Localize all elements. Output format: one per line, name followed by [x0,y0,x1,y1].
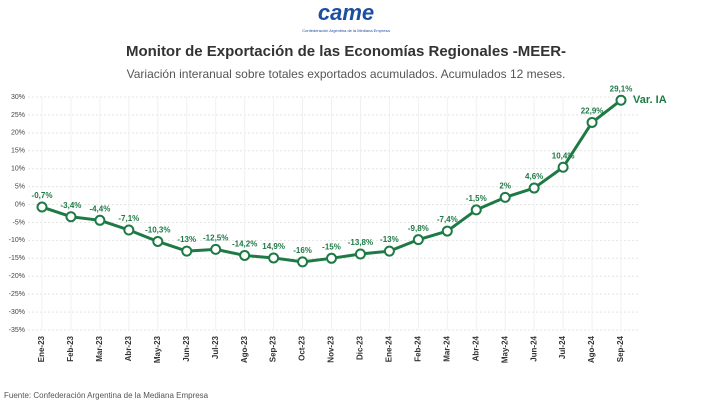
x-tick-label: May-23 [153,335,162,363]
marker [239,249,251,261]
logo: came [318,0,374,25]
x-tick-label: Dic-23 [356,335,365,360]
y-tick-label: -30% [9,309,25,316]
data-label: -13% [177,235,196,244]
y-tick-label: 30% [11,94,25,101]
data-label: -10,3% [145,226,170,235]
data-label: -12,5% [203,233,228,242]
data-label: -14,2% [232,240,257,249]
data-label: -9,8% [408,224,429,233]
marker [586,116,598,128]
marker [152,235,164,247]
data-label: -1,5% [466,194,487,203]
data-label: -13% [380,235,399,244]
marker [94,214,106,226]
data-label: -13,8% [348,238,373,247]
marker [65,211,77,223]
data-label: -4,4% [89,204,110,213]
x-tick-label: May-24 [500,335,509,363]
data-label: 22,9% [581,107,604,116]
data-label: -7,1% [118,214,139,223]
data-label: 4,6% [525,172,543,181]
x-tick-label: Jun-23 [182,335,191,361]
data-label: 29,1% [610,84,633,93]
logo-tagline: Confederación Argentina de la Mediana Em… [302,28,390,33]
data-label: 14,9% [262,242,285,251]
x-tick-label: Nov-23 [327,335,336,362]
data-label: -16% [293,246,312,255]
marker [383,245,395,257]
x-tick-label: Mar-24 [442,335,451,361]
x-tick-label: Jun-24 [529,335,538,361]
y-tick-label: 25% [11,112,25,119]
x-tick-label: Jul-24 [558,335,567,359]
y-tick-label: -35% [9,327,25,334]
x-tick-label: Ago-23 [240,335,249,363]
marker [615,94,627,106]
series-label: Var. IA [633,94,667,106]
y-tick-label: 15% [11,148,25,155]
x-tick-label: Jul-23 [211,335,220,359]
marker [326,252,337,264]
marker [441,225,453,237]
x-tick-label: Ago-24 [587,335,596,363]
marker [210,243,222,255]
marker [470,204,482,216]
y-tick-label: 10% [11,166,25,173]
x-tick-label: Feb-24 [413,335,422,361]
y-tick-label: -25% [9,291,25,298]
marker [268,252,280,264]
x-tick-label: Abr-23 [124,335,133,361]
marker [412,234,424,246]
y-tick-label: 5% [15,183,25,190]
data-label: 10,4% [552,151,575,160]
chart-title: Monitor de Exportación de las Economías … [126,43,566,60]
x-tick-label: Mar-23 [95,335,104,361]
data-label: -3,4% [60,201,81,210]
y-tick-label: -20% [9,273,25,280]
x-tick-label: Ene-23 [37,335,46,362]
data-label: -15% [322,242,341,251]
marker [557,161,569,173]
data-label: 2% [499,181,511,190]
marker [499,191,511,203]
chart-subtitle: Variación interanual sobre totales expor… [127,67,566,81]
marker [354,248,366,260]
y-tick-label: -15% [9,255,25,262]
data-label: -7,4% [437,215,458,224]
source: Fuente: Confederación Argentina de la Me… [4,391,209,400]
y-tick-label: -10% [9,237,25,244]
marker [297,256,309,268]
y-tick-label: -5% [13,219,25,226]
marker [123,224,135,236]
data-label: -0,7% [32,191,53,200]
marker [528,182,540,194]
marker [181,245,193,257]
x-tick-label: Feb-23 [66,335,75,361]
x-tick-label: Oct-23 [298,335,307,360]
y-tick-label: 0% [15,201,25,208]
x-tick-label: Abr-24 [471,335,480,361]
y-tick-label: 20% [11,130,25,137]
x-tick-label: Sep-24 [616,335,625,362]
x-tick-label: Ene-24 [385,335,394,362]
marker [36,201,48,213]
x-tick-label: Sep-23 [269,335,278,362]
